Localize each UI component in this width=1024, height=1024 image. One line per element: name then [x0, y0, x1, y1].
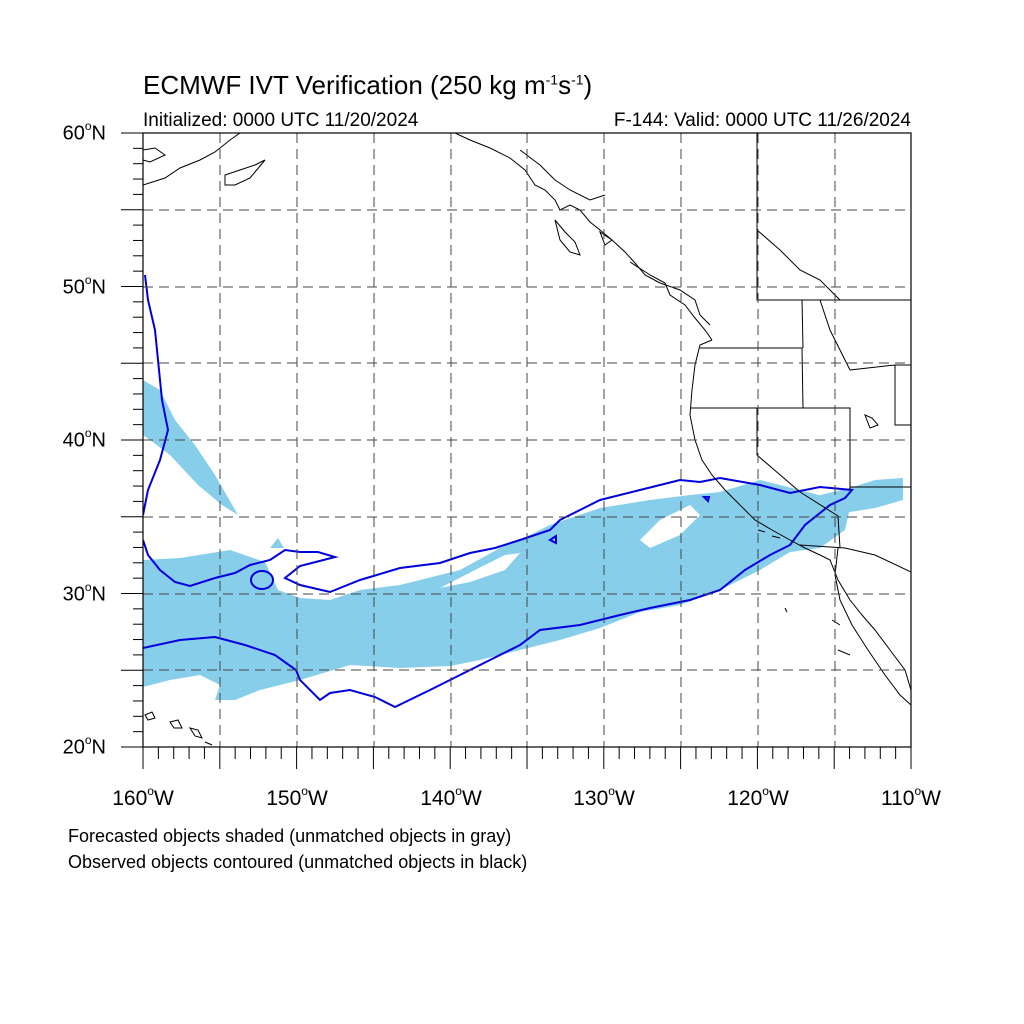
- lon-label-130w: 130oW: [573, 784, 635, 810]
- valid-time-label: F-144: Valid: 0000 UTC 11/26/2024: [613, 110, 911, 131]
- lon-label-160w: 160oW: [112, 784, 174, 810]
- lat-label-40: 40oN: [62, 426, 106, 452]
- lat-label-50: 50oN: [62, 273, 106, 299]
- observed-objects: [143, 274, 855, 709]
- forecast-object-east: [820, 478, 903, 515]
- forecast-legend-note: Forecasted objects shaded (unmatched obj…: [68, 826, 512, 846]
- axis-ticks: [121, 132, 912, 769]
- forecast-object-north: [143, 380, 238, 515]
- lat-label-20: 20oN: [62, 733, 106, 759]
- coastlines: [143, 133, 911, 746]
- map-title: ECMWF IVT Verification (250 kg m-1s-1): [143, 70, 593, 100]
- observed-contour-dot: [548, 534, 557, 545]
- alaska-coast: [143, 133, 711, 326]
- lon-label-120w: 120oW: [727, 784, 789, 810]
- great-salt-lake: [864, 414, 879, 429]
- lon-label-110w: 110oW: [881, 784, 941, 810]
- forecast-object-small: [270, 538, 284, 548]
- forecast-object-main: [143, 480, 850, 700]
- baja-coast: [831, 547, 911, 706]
- observed-contour-dot-2: [701, 496, 711, 503]
- init-time-label: Initialized: 0000 UTC 11/20/2024: [143, 110, 419, 131]
- observed-contour-main: [143, 476, 855, 709]
- observed-contour-loop: [250, 570, 274, 590]
- lon-label-140w: 140oW: [420, 784, 482, 810]
- lat-label-60: 60oN: [62, 119, 106, 145]
- canada-coast: [519, 149, 713, 341]
- lat-label-30: 30oN: [62, 580, 106, 606]
- observed-legend-note: Observed objects contoured (unmatched ob…: [68, 852, 528, 872]
- hawaii-islands: [144, 711, 213, 746]
- state-borders: [690, 133, 911, 573]
- us-west-coast: [689, 339, 911, 691]
- grid-lines: [143, 133, 911, 747]
- observed-contour-north: [143, 274, 170, 516]
- lon-label-150w: 150oW: [266, 784, 328, 810]
- channel-islands: [757, 529, 788, 613]
- forecast-object-cutout: [440, 505, 700, 588]
